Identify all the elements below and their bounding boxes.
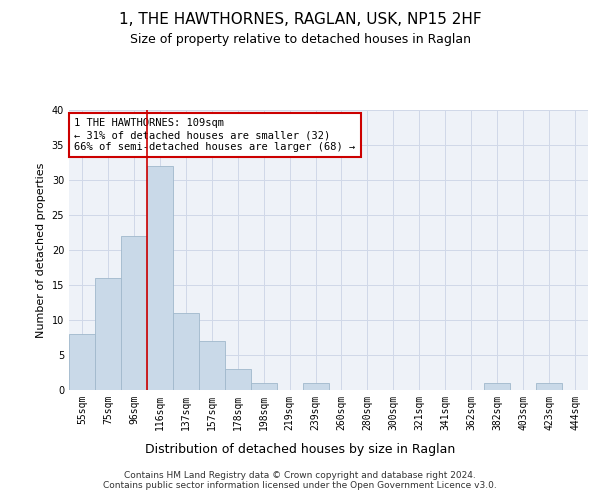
Text: Size of property relative to detached houses in Raglan: Size of property relative to detached ho… [130,32,470,46]
Text: 1 THE HAWTHORNES: 109sqm
← 31% of detached houses are smaller (32)
66% of semi-d: 1 THE HAWTHORNES: 109sqm ← 31% of detach… [74,118,355,152]
Text: 1, THE HAWTHORNES, RAGLAN, USK, NP15 2HF: 1, THE HAWTHORNES, RAGLAN, USK, NP15 2HF [119,12,481,28]
Text: Distribution of detached houses by size in Raglan: Distribution of detached houses by size … [145,442,455,456]
Text: Contains HM Land Registry data © Crown copyright and database right 2024.
Contai: Contains HM Land Registry data © Crown c… [103,470,497,490]
Bar [95,278,121,390]
Bar [199,341,224,390]
Bar [225,369,251,390]
Bar [173,313,199,390]
Y-axis label: Number of detached properties: Number of detached properties [36,162,46,338]
Bar [302,383,329,390]
Bar [121,236,147,390]
Bar [69,334,95,390]
Bar [251,383,277,390]
Bar [536,383,562,390]
Bar [147,166,173,390]
Bar [484,383,510,390]
